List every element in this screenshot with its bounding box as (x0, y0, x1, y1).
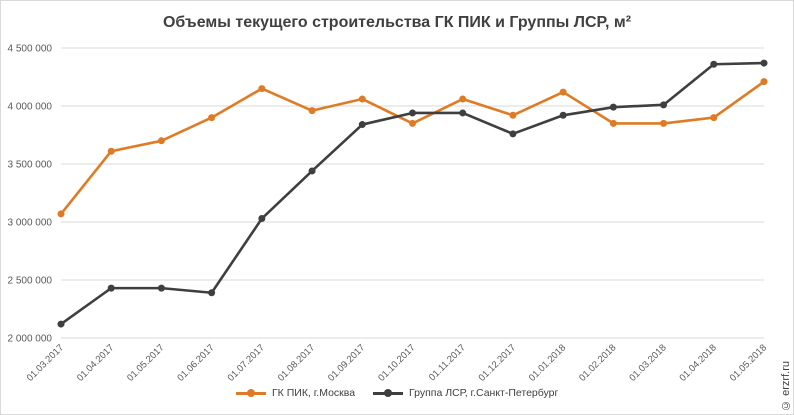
data-point-s0-10 (559, 88, 567, 96)
data-point-s0-11 (609, 119, 617, 127)
data-point-s1-3 (208, 289, 216, 297)
legend-item-lsr: Группа ЛСР, г.Санкт-Петербург (373, 387, 558, 399)
y-axis-ticks: 2 000 000 2 500 000 3 000 000 3 500 000 4 00… (8, 44, 53, 345)
data-point-s1-7 (409, 109, 416, 117)
data-point-s0-4 (258, 85, 266, 93)
legend: ГК ПИК, г.Москва Группа ЛСР, г.Санкт-Пет… (0, 387, 794, 407)
x-tick-label: 01.04.2017 (75, 342, 116, 383)
x-tick-label: 01.02.2018 (577, 342, 618, 383)
chart-title: Объемы текущего строительства ГК ПИК и Г… (162, 14, 632, 31)
data-point-s1-12 (660, 101, 668, 109)
y-tick-label: 3 500 000 (8, 160, 53, 171)
x-tick-label: 01.09.2017 (326, 342, 367, 383)
x-tick-label: 01.06.2017 (175, 342, 216, 383)
y-tick-label: 2 000 000 (8, 334, 53, 345)
x-tick-label: 01.10.2017 (376, 342, 417, 383)
y-tick-label: 4 500 000 (8, 44, 53, 55)
data-point-s1-5 (308, 167, 316, 175)
data-point-s0-9 (509, 111, 517, 119)
watermark: © erzrf.ru (780, 361, 792, 411)
data-point-s1-2 (157, 284, 165, 292)
series-line-0 (59, 80, 766, 216)
data-point-s0-14 (760, 78, 768, 86)
x-tick-label: 01.05.2018 (728, 342, 769, 383)
legend-item-pik: ГК ПИК, г.Москва (236, 387, 355, 399)
y-tick-label: 2 500 000 (8, 276, 53, 287)
series-line-1 (59, 61, 766, 326)
data-point-s0-5 (308, 107, 316, 115)
data-point-s0-12 (660, 119, 668, 127)
legend-swatch-lsr (373, 387, 403, 399)
series-group (57, 59, 768, 328)
data-point-s1-8 (459, 109, 467, 117)
data-point-s1-13 (710, 60, 718, 68)
x-tick-label: 01.08.2017 (276, 342, 317, 383)
data-point-s1-4 (258, 215, 266, 223)
data-point-s1-14 (760, 59, 768, 67)
x-tick-label: 01.01.2018 (527, 342, 568, 383)
data-point-s1-1 (107, 284, 115, 292)
legend-label-lsr: Группа ЛСР, г.Санкт-Петербург (409, 387, 559, 399)
data-point-s1-9 (509, 130, 517, 138)
x-tick-label: 01.12.2017 (477, 342, 518, 383)
y-tick-label: 3 000 000 (8, 218, 53, 229)
grid-lines (61, 47, 764, 339)
x-tick-label: 01.03.2018 (627, 342, 668, 383)
x-tick-label: 01.07.2017 (226, 342, 267, 383)
data-point-s0-0 (57, 210, 65, 218)
data-point-s0-13 (710, 114, 718, 122)
x-tick-label: 01.05.2017 (125, 342, 166, 383)
data-point-s1-10 (559, 111, 567, 119)
legend-swatch-pik (236, 387, 266, 399)
x-tick-label: 01.03.2017 (25, 342, 66, 383)
legend-label-pik: ГК ПИК, г.Москва (272, 387, 356, 399)
data-point-s0-1 (107, 147, 115, 155)
x-axis-ticks: 01.03.2017 01.04.2017 01.05.2017 01.06.2017… (25, 342, 769, 383)
x-tick-label: 01.11.2017 (427, 342, 468, 383)
data-point-s0-6 (358, 95, 366, 103)
data-point-s1-11 (609, 103, 617, 111)
data-point-s1-6 (358, 121, 366, 129)
data-point-s0-7 (409, 119, 416, 127)
data-point-s0-8 (459, 95, 467, 103)
data-point-s0-3 (208, 114, 216, 122)
y-tick-label: 4 000 000 (8, 102, 53, 113)
x-tick-label: 01.04.2018 (678, 342, 719, 383)
data-point-s0-2 (157, 137, 165, 145)
data-point-s1-0 (57, 320, 65, 328)
